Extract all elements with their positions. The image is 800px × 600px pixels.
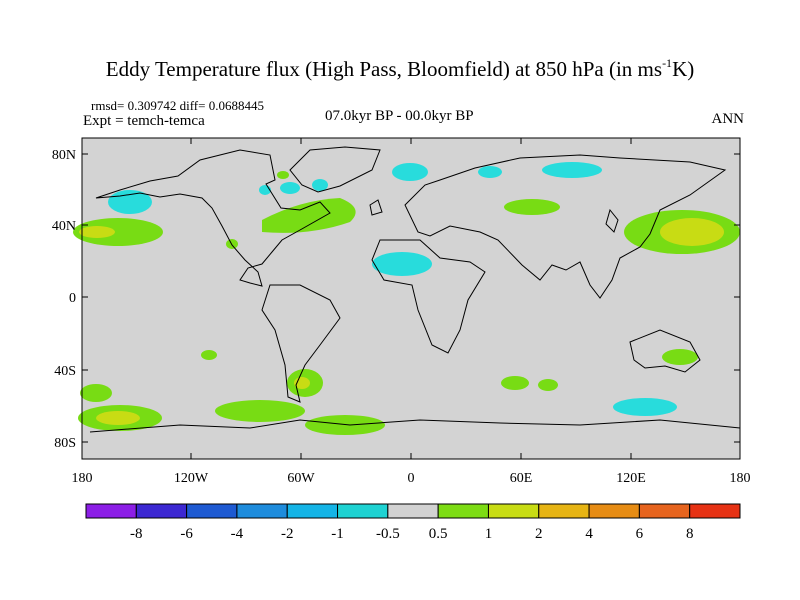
colorbar-box [186,503,238,519]
x-tick-label: 180 [730,471,751,486]
colorbar-box [286,503,339,519]
colorbar-label: 0.5 [429,526,448,542]
colorbar-box [85,503,137,519]
y-tick-label: 80S [54,436,76,451]
x-tick-label: 0 [408,471,415,486]
colorbar-box [638,503,691,519]
period-label: 07.0kyr BP - 00.0kyr BP [325,108,474,124]
anomaly-field-cyan [108,162,677,416]
x-tick-label: 120W [174,471,209,486]
colorbar-label: 4 [585,526,593,542]
y-axis-labels: 80N 40N 0 40S 80S [52,148,76,451]
colorbar-label: 6 [636,526,644,542]
title-superscript: -1 [662,56,673,70]
colorbar-box [437,503,489,519]
stats-text: rmsd= 0.309742 diff= 0.0688445 [91,98,264,113]
title-end: K) [672,57,695,81]
colorbar-label: -0.5 [376,526,400,542]
colorbar-label: 8 [686,526,694,542]
x-tick-label: 60E [510,471,533,486]
season-label: ANN [711,111,745,127]
colorbar-label: -4 [231,526,244,542]
x-tick-label: 180 [72,471,93,486]
coastlines [89,146,741,433]
colorbar-label: -1 [331,526,344,542]
axis-ticks [82,138,740,459]
colorbar [85,503,741,519]
x-tick-label: 60W [287,471,315,486]
y-tick-label: 0 [69,291,76,306]
x-tick-label: 120E [616,471,646,486]
colorbar-box [135,503,188,519]
y-tick-label: 80N [52,148,76,163]
x-axis-labels: 180 120W 60W 0 60E 120E 180 [72,471,751,486]
colorbar-box [487,503,540,519]
colorbar-box [588,503,640,519]
colorbar-box [236,503,288,519]
colorbar-label: 1 [485,526,493,542]
figure-title: Eddy Temperature flux (High Pass, Bloomf… [0,56,800,82]
colorbar-box [337,503,389,519]
colorbar-box [689,503,741,519]
experiment-label: Expt = temch-temca [83,113,205,129]
colorbar-box [387,503,439,519]
y-tick-label: 40S [54,364,76,379]
anomaly-field-yellow [79,218,724,425]
colorbar-label: -2 [281,526,294,542]
y-tick-label: 40N [52,219,76,234]
colorbar-box [538,503,590,519]
colorbar-label: 2 [535,526,543,542]
title-main: Eddy Temperature flux (High Pass, Bloomf… [105,57,663,81]
colorbar-label: -6 [180,526,193,542]
colorbar-label: -8 [130,526,143,542]
colorbar-labels: -8 -6 -4 -2 -1 -0.5 0.5 1 2 4 6 8 [130,526,693,542]
